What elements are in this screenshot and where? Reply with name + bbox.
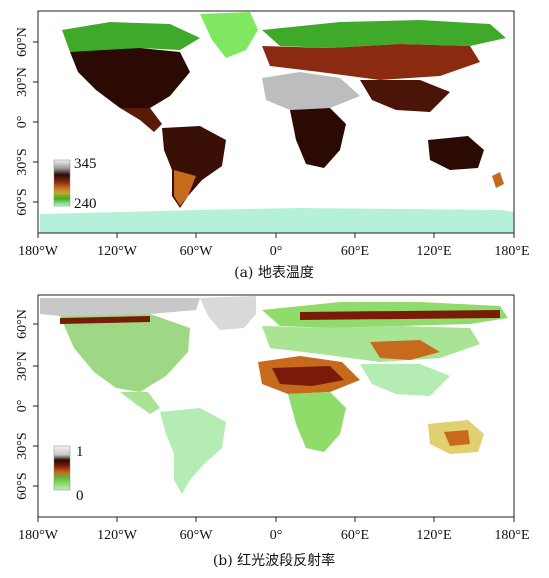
legend-color-bar: [53, 159, 71, 207]
map-panel-land-surface-temperature: 180°W 120°W 60°W 0° 60°E 120°E 180°E 60°…: [15, 10, 530, 281]
y-tick-label: 30°S: [15, 432, 30, 459]
north-america-arctic: [40, 298, 200, 318]
x-tick-label: 180°E: [494, 528, 529, 543]
south-america-south: [174, 170, 196, 206]
x-tick-label: 0°: [270, 244, 283, 259]
panel-caption: (b) 红光波段反射率: [213, 552, 335, 569]
north-america-boreal: [62, 22, 200, 56]
y-tick-label: 30°S: [15, 148, 30, 175]
x-tick-label: 60°W: [180, 528, 214, 543]
x-tick-label: 0°: [270, 528, 283, 543]
legend-min-label: 240: [74, 196, 97, 212]
australia-region: [428, 136, 484, 170]
legend-color-bar: [53, 445, 71, 491]
x-tick-label: 120°W: [97, 244, 138, 259]
color-legend: 345 240: [53, 156, 97, 212]
australia-core: [444, 430, 470, 446]
panel-caption: (a) 地表温度: [234, 265, 314, 281]
x-tick-label: 60°E: [341, 528, 369, 543]
y-tick-label: 0°: [15, 400, 30, 413]
y-tick-label: 60°S: [15, 188, 30, 215]
antarctica-region: [40, 208, 514, 233]
x-tick-label: 60°W: [180, 244, 214, 259]
south-america-region: [162, 126, 226, 208]
x-axis: 180°W 120°W 60°W 0° 60°E 120°E 180°E: [18, 233, 530, 259]
sahara-region: [262, 72, 360, 110]
y-tick-label: 60°N: [15, 27, 30, 57]
legend-max-label: 345: [74, 156, 97, 172]
eurasia-mid: [262, 44, 480, 80]
eurasia-mid: [262, 326, 480, 362]
greenland-region: [200, 12, 258, 58]
sahara-core: [272, 366, 344, 386]
south-asia-region: [360, 80, 450, 112]
y-tick-label: 0°: [15, 116, 30, 129]
y-axis: 60°N 30°N 0° 30°S 60°S: [15, 27, 38, 216]
central-asia-desert: [370, 340, 440, 360]
africa-south: [290, 108, 346, 168]
x-tick-label: 120°E: [416, 528, 451, 543]
x-tick-label: 120°W: [97, 528, 138, 543]
legend-min-label: 0: [76, 488, 84, 504]
new-zealand-region: [492, 172, 504, 188]
map-raster: [40, 296, 508, 494]
africa-south: [288, 392, 346, 452]
eurasia-boreal: [262, 20, 506, 48]
north-america-warm: [70, 48, 190, 108]
x-tick-label: 180°W: [18, 244, 59, 259]
y-tick-label: 30°N: [15, 67, 30, 97]
x-tick-label: 60°E: [341, 244, 369, 259]
greenland-region: [200, 296, 256, 330]
y-tick-label: 60°S: [15, 472, 30, 499]
legend-max-label: 1: [76, 444, 84, 460]
y-tick-label: 60°N: [15, 309, 30, 339]
south-america-region: [160, 408, 226, 494]
y-tick-label: 30°N: [15, 351, 30, 381]
x-tick-label: 180°E: [494, 244, 529, 259]
north-america-region: [60, 314, 190, 392]
map-panel-red-band-reflectance: 180°W 120°W 60°W 0° 60°E 120°E 180°E 60°…: [15, 294, 530, 569]
boreal-dark-band: [60, 316, 150, 324]
x-tick-label: 120°E: [416, 244, 451, 259]
y-axis: 60°N 30°N 0° 30°S 60°S: [15, 309, 38, 500]
central-america: [120, 108, 162, 132]
eurasia-dark-band: [300, 310, 500, 320]
x-tick-label: 180°W: [18, 528, 59, 543]
x-axis: 180°W 120°W 60°W 0° 60°E 120°E 180°E: [18, 517, 530, 543]
map-raster: [40, 12, 514, 233]
color-legend: 1 0: [53, 444, 84, 504]
south-asia-region: [360, 364, 450, 396]
central-america: [120, 392, 160, 414]
